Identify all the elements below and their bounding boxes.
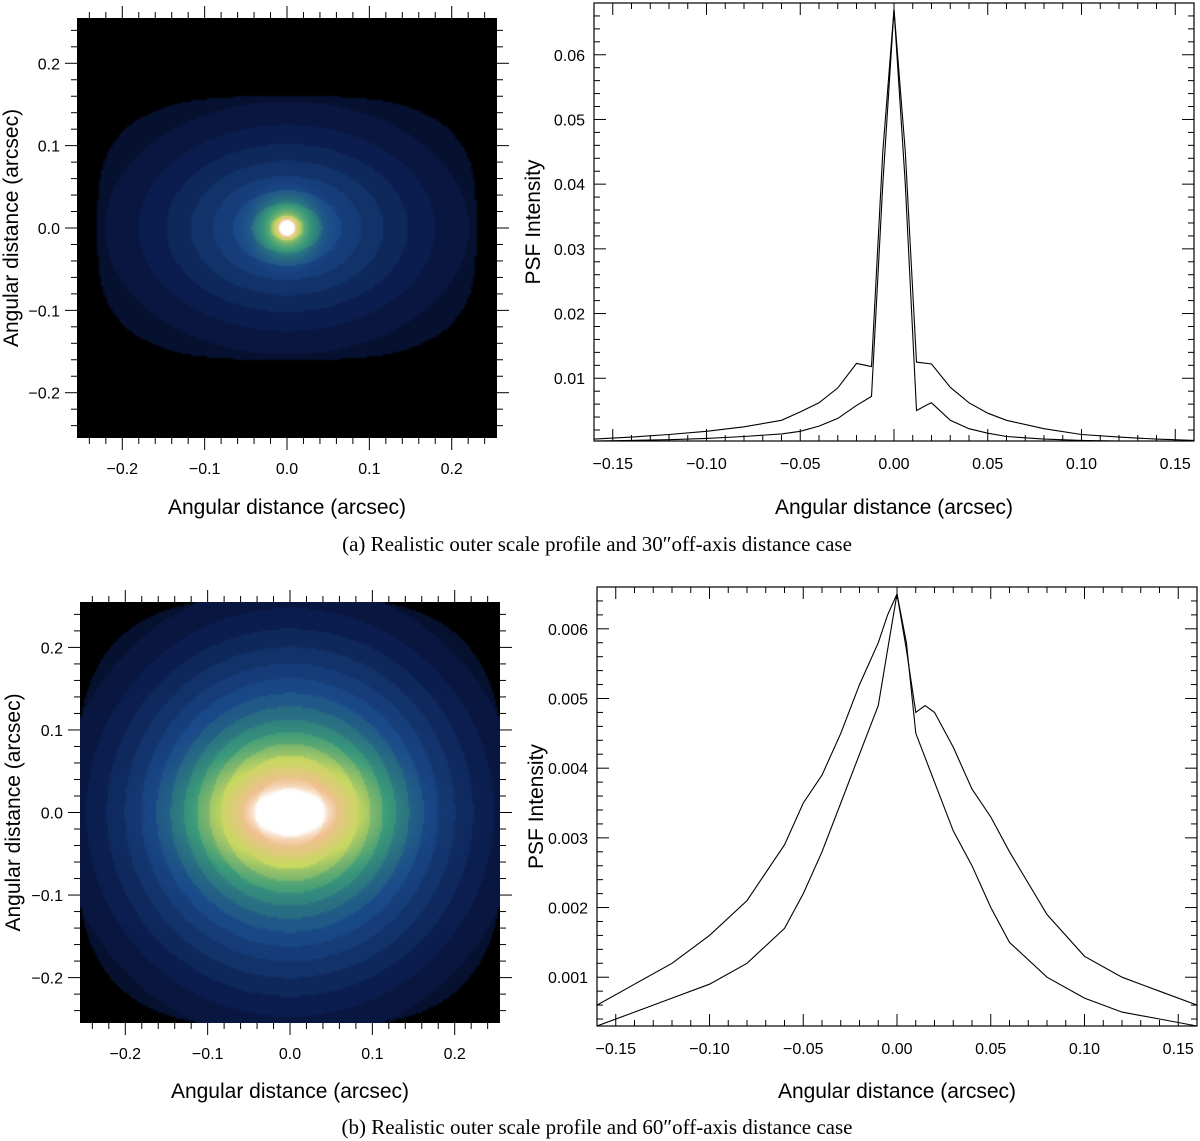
- y-tick-label: −0.2: [31, 971, 63, 988]
- profile-line-1: [594, 9, 1194, 441]
- y-tick-label: 0.003: [548, 831, 588, 848]
- y-tick-label: 0.06: [554, 48, 585, 65]
- profile-line-1: [597, 592, 1197, 1006]
- x-tick-label: 0.05: [975, 1041, 1006, 1058]
- y-axis-title: PSF Intensity: [525, 744, 548, 869]
- x-tick-label: 0.15: [1160, 456, 1191, 473]
- x-tick-label: −0.15: [593, 456, 634, 473]
- y-axis-title: PSF Intensity: [522, 159, 545, 284]
- y-tick-label: 0.004: [548, 761, 588, 778]
- plot-frame: [593, 2, 1195, 442]
- x-axis-title: Angular distance (arcsec): [778, 1080, 1016, 1103]
- x-tick-label: −0.10: [689, 1041, 730, 1058]
- x-axis-title: Angular distance (arcsec): [171, 1080, 409, 1103]
- y-tick-label: 0.04: [554, 177, 585, 194]
- y-tick-label: 0.01: [554, 371, 585, 388]
- profile-line-2: [594, 9, 1194, 441]
- y-tick-label: −0.1: [28, 303, 60, 320]
- x-tick-label: 0.10: [1066, 456, 1097, 473]
- y-tick-label: 0.2: [38, 56, 60, 73]
- caption-b: (b) Realistic outer scale profile and 60…: [342, 1115, 853, 1139]
- x-tick-label: 0.15: [1163, 1041, 1194, 1058]
- y-tick-label: 0.006: [548, 622, 588, 639]
- x-tick-label: −0.05: [783, 1041, 824, 1058]
- x-tick-label: 0.1: [358, 461, 380, 478]
- x-tick-label: 0.0: [276, 461, 298, 478]
- psf-profile-60-arcsec: −0.15 −0.10 −0.05 0.00 0.05 0.10 0.15 0.001 0.00…: [525, 586, 1198, 1103]
- x-tick-label: 0.00: [878, 456, 909, 473]
- y-tick-label: 0.0: [41, 806, 63, 823]
- y-tick-label: 0.001: [548, 970, 588, 987]
- caption-a: (a) Realistic outer scale profile and 30…: [342, 532, 852, 556]
- plot-frame: [596, 586, 1198, 1027]
- y-tick-label: −0.2: [28, 386, 60, 403]
- x-tick-label: −0.10: [686, 456, 727, 473]
- x-tick-label: 0.2: [444, 1046, 466, 1063]
- psf-image-60-arcsec: −0.2 −0.1 0.0 0.1 0.2 −0.2 −0.1 0.0 0.1 0.2 Angula…: [2, 590, 512, 1103]
- x-tick-label: 0.10: [1069, 1041, 1100, 1058]
- y-axis-title: Angular distance (arcsec): [2, 693, 25, 931]
- psf-profile-30-arcsec: −0.15 −0.10 −0.05 0.00 0.05 0.10 0.15 0.01 0.02 0…: [522, 2, 1195, 519]
- y-tick-label: 0.2: [41, 640, 63, 657]
- y-tick-label: 0.02: [554, 307, 585, 324]
- y-tick-label: 0.0: [38, 221, 60, 238]
- x-tick-label: −0.2: [109, 1046, 141, 1063]
- x-tick-label: −0.1: [189, 461, 221, 478]
- x-tick-label: −0.05: [780, 456, 821, 473]
- profile-line-2: [597, 593, 1197, 1026]
- y-tick-label: 0.1: [38, 139, 60, 156]
- x-tick-label: 0.0: [279, 1046, 301, 1063]
- y-tick-label: −0.1: [31, 888, 63, 905]
- x-axis-title: Angular distance (arcsec): [168, 496, 406, 519]
- x-tick-label: −0.2: [106, 461, 138, 478]
- x-tick-label: 0.05: [972, 456, 1003, 473]
- y-tick-label: 0.03: [554, 242, 585, 259]
- x-tick-label: −0.15: [596, 1041, 637, 1058]
- y-axis-title: Angular distance (arcsec): [0, 109, 23, 347]
- x-axis-title: Angular distance (arcsec): [775, 496, 1013, 519]
- psf-image-30-arcsec: −0.2 −0.1 0.0 0.1 0.2 −0.2 −0.1 0.0 0.1 0.2 Angula…: [0, 6, 509, 519]
- x-tick-label: 0.00: [881, 1041, 912, 1058]
- x-tick-label: −0.1: [192, 1046, 224, 1063]
- x-tick-label: 0.2: [441, 461, 463, 478]
- psf-intensity-map: [77, 18, 497, 438]
- y-tick-label: 0.1: [41, 723, 63, 740]
- y-tick-label: 0.002: [548, 901, 588, 918]
- y-tick-label: 0.005: [548, 691, 588, 708]
- psf-intensity-map: [80, 602, 500, 1023]
- x-tick-label: 0.1: [361, 1046, 383, 1063]
- y-tick-label: 0.05: [554, 112, 585, 129]
